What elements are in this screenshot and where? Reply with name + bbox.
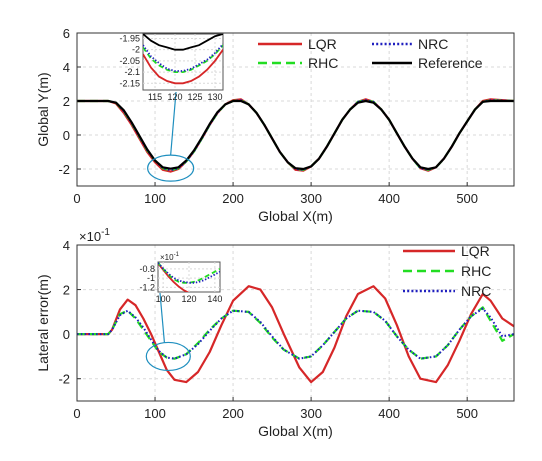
y-axis-label: Lateral error(m) [35,274,51,371]
inset-2: 100 120 140 -0.8-1-1.2 ×10-1 [139,252,222,304]
y-tick-label: 4 [63,60,70,75]
x-tick-label: 500 [456,191,478,206]
legend-label-rhc: RHC [308,55,338,71]
inset-y-tick-label: -2.05 [119,56,140,66]
x-tick-label: 100 [144,406,166,421]
inset-x-tick-label: 120 [181,294,196,304]
legend-2: LQR RHC NRC [403,243,491,299]
inset-y-tick-label: -0.8 [139,264,155,274]
inset-x-tick-label: 115 [148,92,162,102]
series-reference-line [77,99,514,171]
inset-x-tick-label: 130 [207,92,222,102]
legend-1: LQR NRC RHC Reference [258,36,483,71]
legend-label-nrc: NRC [418,36,448,52]
x-tick-label: 300 [300,191,322,206]
series-lqr-line [77,285,515,384]
x-axis-label: Global X(m) [258,208,333,224]
inset-1: 115 120 125 130 -1.95 -2-2.05-2.1-2.15 [119,33,224,102]
plot-frame [76,32,515,187]
x-tick-label: 300 [300,406,322,421]
y-axis-label: Global Y(m) [35,72,51,146]
x-tick-label: 200 [222,191,244,206]
inset-y-tick-label: -1 [147,273,155,283]
x-tick-label: 400 [378,406,400,421]
y-tick-label: 2 [63,283,70,298]
inset-series [143,34,223,85]
x-tick-label: 0 [73,191,80,206]
inset-x-tick-label: 140 [207,294,222,304]
plot-frame [76,244,515,402]
inset-y-tick-label: -1.2 [139,282,155,292]
inset-exponent-label: ×10-1 [160,252,180,262]
zoom-callout-ellipse [145,341,191,372]
x-tick-label: 200 [222,406,244,421]
zoom-callout-leader [170,91,177,156]
inset-y-tick-label: -2.15 [119,78,140,88]
legend-label-nrc: NRC [461,283,491,299]
inset-x-tick-label: 125 [187,92,202,102]
inset-x-tick-label: 100 [156,294,171,304]
y-tick-label: 0 [63,128,70,143]
y-exponent-label: ×10-1 [79,227,110,244]
chart-2: 0 100 200 300 400 500 -2 0 2 4 Global X(m) Lateral … [35,227,515,439]
x-tick-label: 400 [378,191,400,206]
y-tick-label: 4 [63,238,70,253]
inset-y-tick-label: -1.95 [119,33,140,43]
y-tick-label: 0 [63,327,70,342]
legend-label-lqr: LQR [461,243,490,259]
y-tick-label: 2 [63,94,70,109]
x-axis-label: Global X(m) [258,423,333,439]
x-tick-label: 100 [144,191,166,206]
x-tick-label: 0 [73,406,80,421]
legend-label-lqr: LQR [308,36,337,52]
legend-label-reference: Reference [418,55,483,71]
inset-series [158,262,220,292]
y-tick-label: 6 [63,26,70,41]
inset-y-tick-label: -2 [132,45,140,55]
inset-series-rhc-line [143,44,223,73]
legend-label-rhc: RHC [461,263,491,279]
inset-series-nrc-line [143,43,223,72]
x-tick-label: 500 [456,406,478,421]
inset-y-tick-label: -2.1 [124,67,140,77]
inset-x-tick-label: 120 [167,92,182,102]
inset-series-lqr-line [143,49,223,85]
y-tick-label: -2 [58,162,70,177]
zoom-callout-leader [159,292,165,343]
y-tick-label: -2 [58,372,70,387]
inset-series-reference-line [143,34,223,51]
